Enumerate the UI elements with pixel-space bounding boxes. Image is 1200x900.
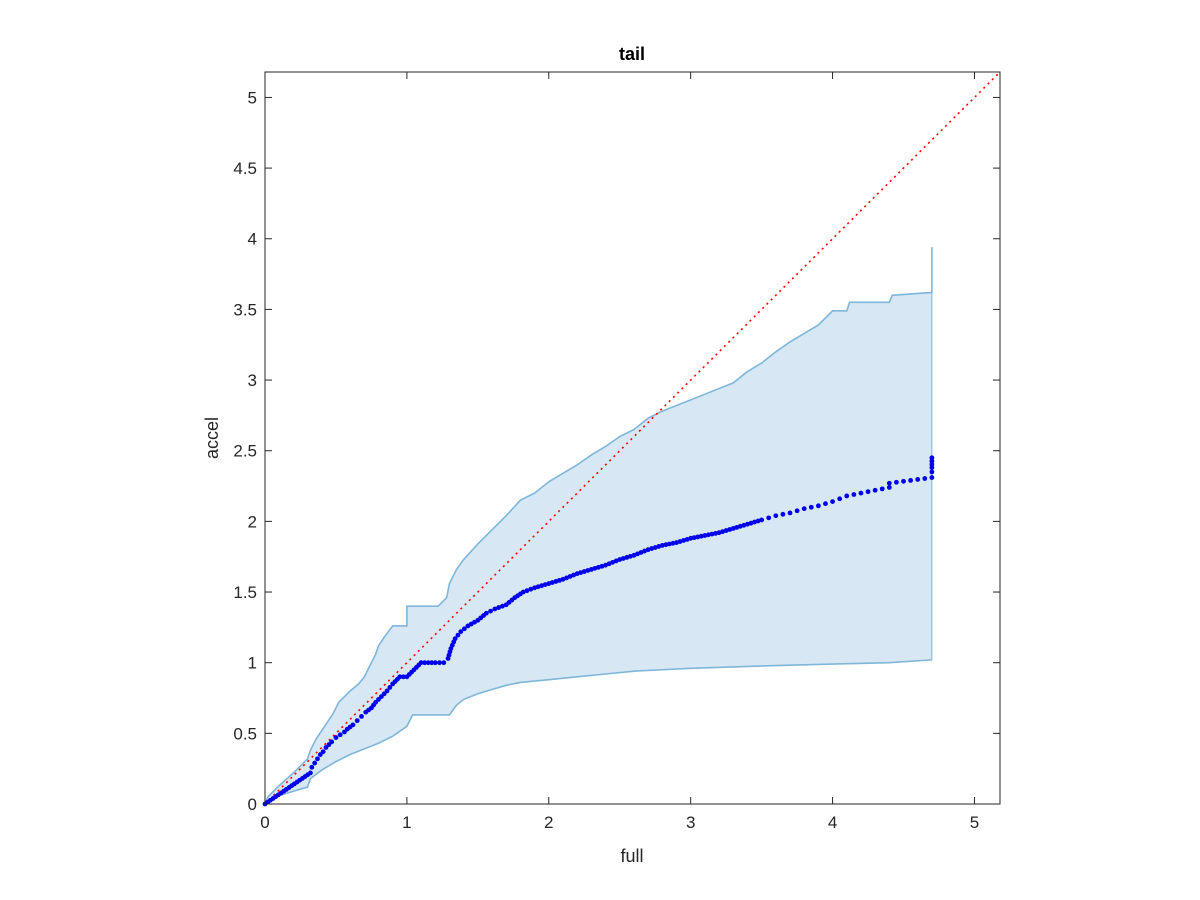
data-point bbox=[815, 503, 821, 509]
data-point bbox=[384, 688, 390, 694]
tick-layer: 0 1 2 3 4 5 0 0.5 1 1.5 2 2.5 3 3.5 4 4.5 5 bbox=[233, 72, 1000, 832]
data-point bbox=[886, 485, 892, 490]
data-point bbox=[908, 477, 914, 483]
data-point bbox=[929, 455, 935, 461]
y-tick-label: 3 bbox=[248, 371, 257, 390]
data-point bbox=[794, 508, 800, 514]
data-point bbox=[397, 674, 403, 680]
data-point bbox=[929, 475, 935, 480]
data-point bbox=[309, 764, 315, 770]
x-axis-label: full bbox=[620, 846, 643, 866]
data-point bbox=[458, 629, 464, 634]
confidence-band-upper-edge bbox=[264, 247, 933, 805]
y-tick-label: 2.5 bbox=[233, 442, 257, 461]
x-tick-label: 4 bbox=[828, 813, 837, 832]
data-point bbox=[455, 632, 461, 638]
data-point bbox=[524, 588, 530, 594]
data-point bbox=[858, 490, 864, 496]
data-point bbox=[780, 511, 786, 517]
data-point bbox=[492, 606, 498, 612]
y-tick-label: 1.5 bbox=[233, 583, 257, 602]
x-tick-label: 5 bbox=[970, 813, 979, 832]
data-point bbox=[441, 660, 447, 666]
data-point bbox=[308, 770, 313, 776]
data-point bbox=[350, 722, 356, 728]
data-point bbox=[520, 589, 526, 595]
data-point bbox=[461, 626, 467, 632]
reference-line-layer bbox=[264, 71, 1001, 805]
data-point bbox=[773, 513, 779, 519]
data-point bbox=[879, 486, 885, 492]
data-point bbox=[801, 506, 807, 512]
data-point bbox=[337, 732, 343, 738]
data-point bbox=[354, 718, 360, 724]
data-point bbox=[766, 515, 772, 521]
data-point bbox=[837, 496, 843, 502]
data-point bbox=[844, 493, 850, 499]
data-point bbox=[329, 739, 335, 745]
confidence-band-layer bbox=[264, 247, 933, 805]
confidence-band-fill bbox=[265, 247, 932, 805]
y-tick-label: 4 bbox=[248, 230, 257, 249]
data-point bbox=[437, 660, 442, 666]
data-point bbox=[901, 478, 906, 484]
chart-title: tail bbox=[619, 44, 645, 64]
reference-line bbox=[264, 71, 1001, 805]
data-point bbox=[787, 510, 793, 516]
data-point bbox=[886, 480, 892, 486]
x-tick-label: 3 bbox=[686, 813, 695, 832]
data-point bbox=[488, 608, 494, 614]
x-tick-label: 2 bbox=[544, 813, 553, 832]
data-point bbox=[315, 756, 320, 762]
data-point bbox=[432, 660, 438, 666]
data-point bbox=[483, 610, 489, 616]
y-tick-label: 2 bbox=[248, 512, 257, 531]
data-point bbox=[333, 735, 339, 740]
data-point bbox=[312, 760, 318, 766]
data-point bbox=[830, 499, 835, 504]
y-tick-label: 0 bbox=[248, 795, 257, 814]
data-point bbox=[872, 487, 878, 493]
data-point bbox=[922, 476, 928, 481]
data-point bbox=[452, 636, 458, 642]
data-point bbox=[865, 489, 871, 495]
data-point bbox=[422, 660, 428, 666]
data-point bbox=[929, 461, 935, 467]
y-tick-label: 5 bbox=[248, 88, 257, 107]
y-axis-label: accel bbox=[202, 417, 222, 459]
data-point bbox=[500, 603, 505, 609]
data-point bbox=[851, 492, 857, 497]
data-points-layer bbox=[262, 455, 935, 807]
data-point bbox=[929, 458, 935, 464]
data-point bbox=[387, 685, 393, 690]
data-point bbox=[894, 479, 899, 485]
x-tick-label: 0 bbox=[260, 813, 269, 832]
data-point bbox=[823, 501, 828, 507]
data-point bbox=[528, 586, 534, 592]
data-point bbox=[429, 660, 435, 666]
confidence-band-lower-edge bbox=[264, 659, 932, 805]
data-point bbox=[496, 605, 502, 610]
data-point bbox=[808, 504, 814, 510]
plot-frame bbox=[264, 71, 1001, 805]
y-tick-label: 0.5 bbox=[233, 724, 257, 743]
y-tick-label: 4.5 bbox=[233, 159, 257, 178]
x-tick-label: 1 bbox=[402, 813, 411, 832]
data-point bbox=[400, 674, 406, 680]
data-point bbox=[320, 749, 326, 755]
data-point bbox=[759, 517, 765, 523]
data-point bbox=[929, 465, 935, 471]
data-point bbox=[359, 713, 364, 719]
data-point bbox=[418, 660, 424, 666]
y-tick-label: 1 bbox=[248, 654, 257, 673]
data-point bbox=[915, 477, 921, 482]
data-point bbox=[929, 469, 935, 475]
data-point bbox=[425, 660, 431, 666]
y-tick-label: 3.5 bbox=[233, 300, 257, 319]
